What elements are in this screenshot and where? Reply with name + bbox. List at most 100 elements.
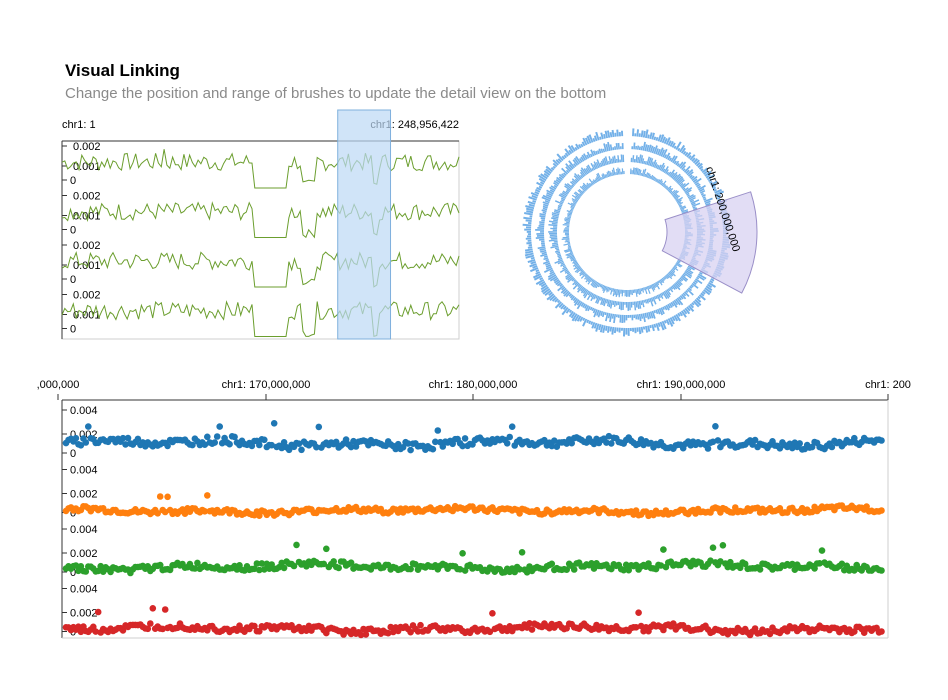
detail-point [246, 566, 253, 574]
detail-point [102, 627, 109, 634]
detail-point [464, 562, 471, 570]
detail-point [305, 442, 313, 449]
detail-point [355, 507, 362, 515]
detail-point [665, 621, 672, 628]
detail-point [303, 563, 310, 570]
detail-point [590, 565, 598, 572]
detail-point [342, 626, 350, 634]
detail-x-tick-label: chr1: 190,000,000 [637, 379, 726, 391]
detail-point [246, 625, 253, 633]
detail-point [516, 510, 523, 517]
detail-point [781, 562, 789, 569]
detail-point [196, 565, 204, 573]
detail-point [332, 626, 340, 633]
detail-point [139, 562, 147, 570]
detail-point [583, 623, 590, 630]
detail-point [741, 560, 749, 568]
detail-point [419, 628, 427, 635]
overview-brush[interactable] [337, 109, 392, 340]
detail-point [226, 510, 233, 517]
detail-point [568, 508, 575, 516]
detail-point [712, 504, 719, 511]
detail-point [241, 567, 248, 574]
detail-point [176, 620, 184, 627]
detail-point [593, 506, 600, 513]
detail-point [211, 565, 218, 572]
detail-point [546, 624, 553, 632]
detail-point [836, 438, 843, 446]
detail-point [744, 565, 751, 573]
detail-point [255, 566, 263, 574]
detail-point [104, 565, 112, 573]
detail-point [464, 628, 471, 635]
detail-point [766, 630, 774, 638]
detail-point [142, 443, 149, 450]
detail-point [469, 503, 476, 510]
detail-point [82, 503, 90, 510]
detail-point [679, 558, 687, 565]
detail-point [380, 627, 387, 635]
detail-point [506, 505, 513, 513]
detail-point [560, 506, 568, 513]
detail-point [707, 557, 714, 564]
detail-point [682, 557, 689, 565]
detail-point [684, 559, 692, 567]
detail-point [863, 563, 870, 571]
detail-point [709, 628, 717, 635]
detail-point [523, 624, 531, 631]
detail-point [551, 510, 558, 517]
detail-point [263, 560, 271, 568]
detail-point [506, 623, 513, 630]
detail-point [848, 438, 856, 446]
detail-point [575, 509, 583, 517]
detail-point [617, 508, 625, 516]
detail-point [846, 567, 853, 574]
detail-point [615, 438, 623, 446]
detail-point [724, 438, 732, 445]
detail-point [640, 561, 647, 569]
detail-point [310, 557, 318, 565]
overview-y-tick-label: 0.001 [73, 211, 101, 223]
detail-point [523, 507, 531, 514]
detail-point [588, 626, 595, 633]
detail-point [75, 441, 82, 448]
detail-point [642, 508, 650, 515]
detail-point [632, 561, 640, 569]
detail-point [159, 566, 166, 574]
detail-point [352, 630, 360, 637]
detail-point [553, 443, 561, 451]
detail-point [595, 562, 603, 570]
detail-point [672, 561, 680, 568]
detail-point [288, 441, 295, 449]
detail-point [268, 561, 276, 568]
detail-point [531, 442, 538, 449]
detail-point [568, 439, 575, 447]
detail-point [516, 436, 523, 444]
detail-point [266, 565, 273, 572]
detail-point [99, 436, 107, 443]
detail-point [640, 627, 647, 635]
detail-point [327, 439, 335, 446]
detail-point [151, 625, 159, 632]
detail-point [828, 503, 836, 511]
detail-point [434, 566, 442, 573]
detail-point [82, 568, 90, 575]
detail-point [211, 510, 218, 517]
circular-brush[interactable] [661, 191, 758, 294]
detail-point [122, 509, 129, 517]
detail-point [422, 564, 429, 571]
detail-point [290, 443, 298, 451]
detail-point [573, 434, 580, 441]
detail-point [756, 566, 764, 573]
detail-point [451, 625, 459, 632]
detail-point [652, 565, 660, 573]
detail-point [161, 439, 169, 447]
detail-point [199, 626, 206, 633]
detail-point [127, 509, 134, 516]
detail-point [647, 439, 655, 447]
detail-point [650, 511, 657, 519]
detail-point [434, 624, 442, 632]
